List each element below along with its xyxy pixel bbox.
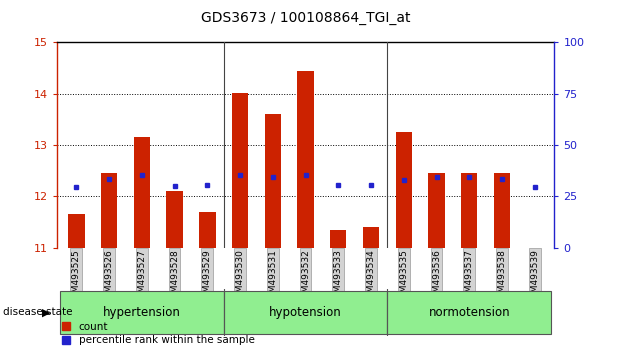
Text: GDS3673 / 100108864_TGI_at: GDS3673 / 100108864_TGI_at (201, 11, 410, 25)
Bar (494, 173, 510, 248)
FancyBboxPatch shape (224, 291, 387, 334)
Text: hypotension: hypotension (269, 306, 342, 319)
Bar (199, 212, 215, 248)
Text: disease state: disease state (3, 307, 72, 318)
Bar (232, 93, 248, 248)
Bar (68, 215, 84, 248)
Bar (461, 173, 478, 248)
Legend: count, percentile rank within the sample: count, percentile rank within the sample (62, 322, 255, 345)
FancyBboxPatch shape (60, 291, 224, 334)
Bar (265, 114, 281, 248)
Bar (330, 230, 346, 248)
Text: hypertension: hypertension (103, 306, 181, 319)
Bar (396, 132, 412, 248)
Bar (101, 173, 117, 248)
Bar (166, 191, 183, 248)
FancyBboxPatch shape (387, 291, 551, 334)
Bar (297, 71, 314, 248)
Text: ▶: ▶ (42, 307, 50, 318)
Bar (134, 137, 150, 248)
Bar (363, 227, 379, 248)
Bar (428, 173, 445, 248)
Text: normotension: normotension (428, 306, 510, 319)
